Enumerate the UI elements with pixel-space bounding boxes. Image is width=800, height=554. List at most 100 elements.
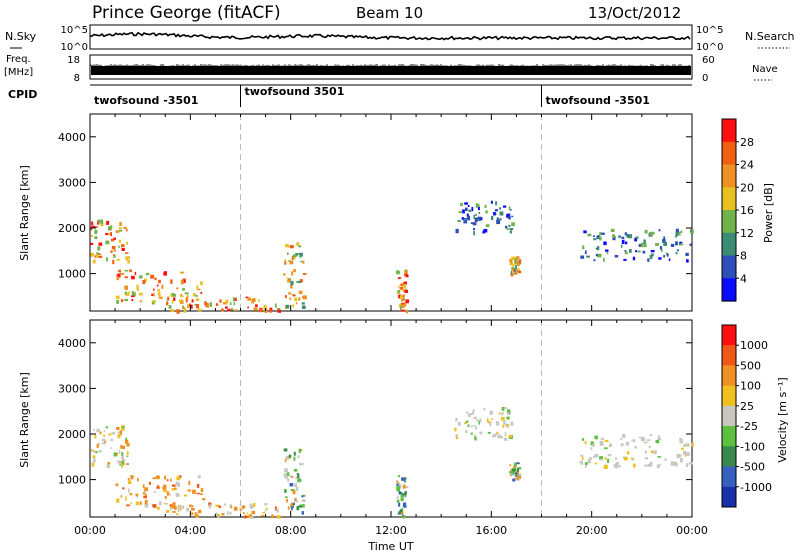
data-cell xyxy=(483,229,488,233)
data-cell xyxy=(118,460,121,465)
data-cell xyxy=(631,458,635,461)
data-cell xyxy=(219,299,222,303)
data-cell xyxy=(144,503,149,508)
data-cell xyxy=(664,458,667,461)
data-cell xyxy=(479,418,482,423)
data-cell xyxy=(125,437,128,442)
data-cell xyxy=(157,289,161,292)
data-cell xyxy=(455,417,458,422)
data-cell xyxy=(126,241,128,245)
data-cell xyxy=(588,457,592,460)
data-cell xyxy=(299,252,303,257)
data-cell xyxy=(503,437,508,441)
data-cell xyxy=(455,228,459,234)
data-cell xyxy=(634,237,638,242)
data-cell xyxy=(126,455,129,458)
data-cell xyxy=(685,463,689,467)
data-cell xyxy=(276,508,279,513)
data-cell xyxy=(663,241,668,246)
data-cell xyxy=(264,503,268,506)
data-cell xyxy=(131,299,134,301)
data-cell xyxy=(476,203,480,207)
data-cell xyxy=(233,302,236,306)
data-cell xyxy=(494,209,499,212)
data-cell xyxy=(658,436,660,441)
data-cell xyxy=(190,304,193,309)
y-tick-label: 1000 xyxy=(58,474,86,487)
data-cell xyxy=(401,512,404,516)
cpid-label: CPID xyxy=(8,88,37,101)
data-cell xyxy=(182,279,186,283)
data-cell xyxy=(118,245,120,248)
data-cell xyxy=(510,468,513,471)
data-cell xyxy=(136,284,139,289)
data-cell xyxy=(510,272,514,277)
data-cell xyxy=(287,457,291,459)
data-cell xyxy=(691,442,694,447)
data-cell xyxy=(396,481,400,485)
data-cell xyxy=(301,305,306,309)
data-cell xyxy=(511,215,514,218)
data-cell xyxy=(191,299,194,303)
data-cell xyxy=(675,228,679,233)
data-cell xyxy=(402,303,407,307)
data-cell xyxy=(398,475,400,478)
data-cell xyxy=(397,489,400,493)
data-cell xyxy=(275,303,277,308)
data-cell xyxy=(164,475,167,480)
data-cell xyxy=(676,453,681,458)
colorbar-tick-label: -1000 xyxy=(740,481,772,494)
data-cell xyxy=(473,228,475,231)
data-cell xyxy=(487,431,491,434)
data-cell xyxy=(292,294,296,297)
colorbar-tick-label: -100 xyxy=(740,440,765,453)
data-cell xyxy=(470,432,473,435)
data-cell xyxy=(397,285,400,288)
data-cell xyxy=(663,236,666,241)
data-cell xyxy=(501,412,503,416)
data-cell xyxy=(683,450,687,455)
data-cell xyxy=(514,462,517,467)
data-cell xyxy=(506,416,510,420)
data-cell xyxy=(98,242,103,246)
data-cell xyxy=(288,278,291,281)
data-cell xyxy=(245,296,249,299)
data-cell xyxy=(465,411,469,414)
data-cell xyxy=(489,421,492,426)
data-cell xyxy=(514,258,518,263)
data-cell xyxy=(287,478,290,482)
data-cell xyxy=(680,460,683,463)
data-cell xyxy=(225,299,229,303)
data-cell xyxy=(607,454,612,457)
data-cell xyxy=(496,431,499,435)
data-cell xyxy=(190,508,195,511)
data-cell xyxy=(166,479,169,482)
data-cell xyxy=(116,276,119,281)
data-cell xyxy=(290,475,292,478)
data-cell xyxy=(690,229,693,232)
data-cell xyxy=(232,297,235,302)
data-cell xyxy=(462,209,465,214)
data-cell xyxy=(294,498,297,502)
colorbar-swatch xyxy=(722,278,736,302)
data-cell xyxy=(208,502,212,506)
data-cell xyxy=(402,502,407,507)
data-cell xyxy=(478,421,480,425)
data-cell xyxy=(230,505,233,509)
data-cell xyxy=(288,454,292,458)
data-cell xyxy=(496,219,501,225)
data-cell xyxy=(200,291,203,294)
data-cell xyxy=(398,294,402,299)
data-cell xyxy=(653,450,657,454)
colorbar-tick-label: 28 xyxy=(740,136,754,149)
data-cell xyxy=(599,456,603,460)
data-cell xyxy=(106,257,108,262)
colorbar-tick-label: -500 xyxy=(740,461,765,474)
data-cell xyxy=(208,504,211,509)
nsearch-tick-bottom: 10^0 xyxy=(696,42,723,53)
data-cell xyxy=(118,239,121,243)
data-cell xyxy=(301,302,305,305)
data-cell xyxy=(675,241,678,246)
data-cell xyxy=(90,242,94,245)
